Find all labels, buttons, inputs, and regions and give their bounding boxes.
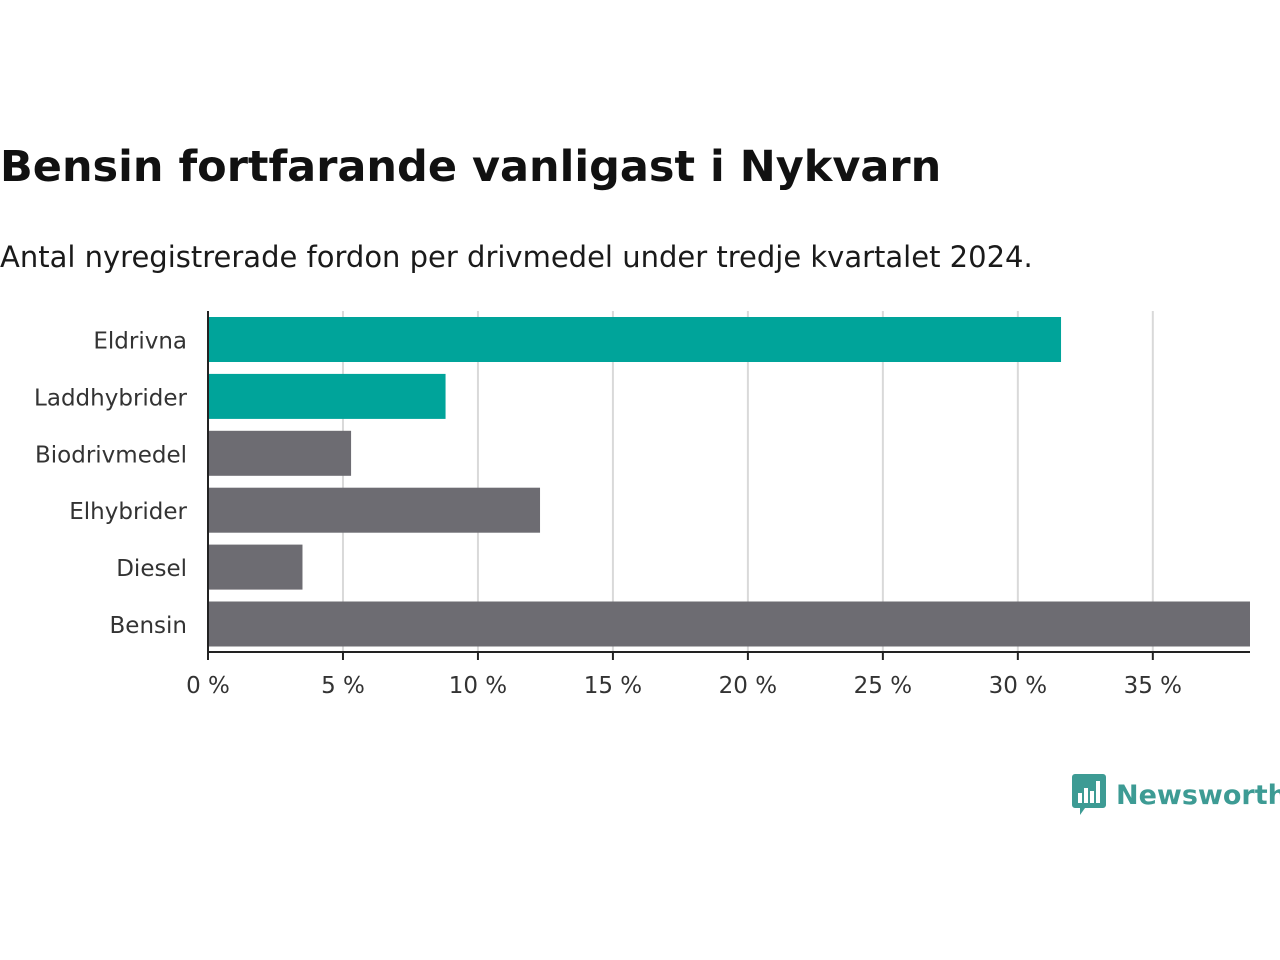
category-label: Elhybrider bbox=[69, 499, 187, 525]
gridlines bbox=[341, 311, 1154, 652]
category-label: Laddhybrider bbox=[34, 385, 187, 411]
bar-diesel bbox=[208, 544, 303, 590]
x-tick-label: 20 % bbox=[719, 673, 777, 699]
category-labels: Eldrivna Laddhybrider Biodrivmedel Elhybrid… bbox=[34, 329, 187, 640]
category-label: Eldrivna bbox=[93, 329, 187, 355]
bar-chart: 0 % 5 % 10 % 15 % 20 % 25 % 30 % 35 % Eldrivna L… bbox=[34, 311, 1250, 699]
bar-laddhybrider bbox=[208, 373, 446, 419]
bar-chart-logo-icon bbox=[1072, 774, 1106, 815]
x-tick-label: 30 % bbox=[989, 673, 1047, 699]
x-tick-label: 0 % bbox=[186, 673, 230, 699]
bar-bensin bbox=[208, 601, 1250, 647]
bar-biodrivmedel bbox=[208, 430, 352, 476]
chart-title: Bensin fortfarande vanligast i Nykvarn bbox=[0, 142, 942, 192]
category-label: Biodrivmedel bbox=[35, 442, 187, 468]
x-tick-label: 25 % bbox=[854, 673, 912, 699]
x-tick-label: 15 % bbox=[584, 673, 642, 699]
x-tick-label: 35 % bbox=[1124, 673, 1182, 699]
x-tick-label: 5 % bbox=[321, 673, 365, 699]
x-tick-label: 10 % bbox=[449, 673, 507, 699]
bar-elhybrider bbox=[208, 487, 541, 533]
chart-subtitle: Antal nyregistrerade fordon per drivmede… bbox=[0, 240, 1033, 274]
x-axis: 0 % 5 % 10 % 15 % 20 % 25 % 30 % 35 % bbox=[186, 311, 1250, 699]
logo-text: Newsworthy bbox=[1116, 779, 1280, 811]
bars bbox=[208, 317, 1250, 647]
category-label: Diesel bbox=[116, 556, 187, 582]
category-label: Bensin bbox=[110, 613, 187, 639]
bar-eldrivna bbox=[208, 317, 1062, 362]
newsworthy-logo: Newsworthy bbox=[1072, 774, 1280, 816]
